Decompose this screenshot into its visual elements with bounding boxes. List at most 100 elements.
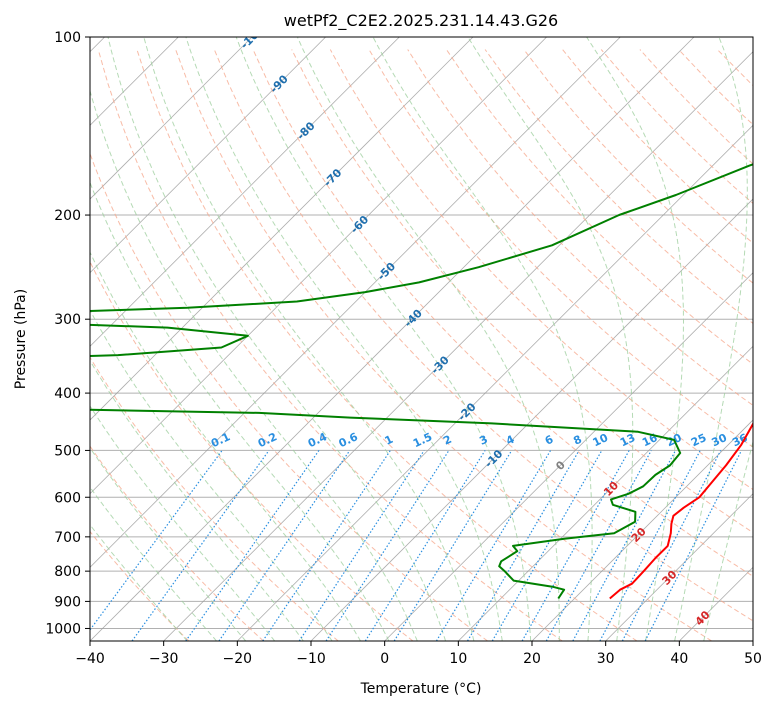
isotherm-line (90, 37, 253, 200)
isotherm-label: 30 (660, 568, 680, 588)
mixing-ratio-label: 0.2 (256, 430, 279, 450)
mixing-ratio-line (572, 450, 677, 641)
dry-adiabat-line (756, 50, 775, 642)
moist-adiabat-line (703, 439, 753, 641)
moist-adiabat-line (586, 37, 684, 641)
moist-adiabat-line (235, 37, 532, 641)
isotherm-line (90, 37, 695, 641)
mixing-ratio-line (491, 450, 603, 641)
isotherm-line (237, 124, 753, 641)
chart-title: wetPf2_C2E2.2025.231.14.43.G26 (284, 11, 558, 31)
x-axis-label: Temperature (°C) (360, 681, 482, 697)
isotherm-line (531, 419, 753, 641)
x-tick-label: 30 (597, 651, 615, 667)
y-tick-label: 400 (54, 386, 81, 402)
x-tick-label: −10 (296, 651, 326, 667)
plot-frame (89, 36, 754, 642)
mixing-ratio-line (90, 450, 223, 631)
isotherm-line (163, 51, 753, 641)
y-tick-label: 700 (54, 530, 81, 546)
moist-adiabat-line (107, 37, 447, 641)
mixing-ratio-line (393, 450, 513, 641)
moist-adiabat-line (90, 405, 276, 641)
isotherm-line (90, 37, 474, 421)
mixing-ratio-line (364, 450, 486, 641)
isotherm-line (90, 37, 400, 347)
y-tick-label: 1000 (45, 621, 81, 637)
x-tick-label: −20 (223, 651, 253, 667)
mixing-ratio-label: 0.1 (209, 430, 232, 450)
x-tick-label: 50 (744, 651, 762, 667)
isotherm-line (605, 493, 753, 641)
isotherm-label: -40 (402, 306, 425, 329)
mixing-ratio-line (599, 450, 701, 641)
mixing-ratio-line (218, 450, 351, 641)
mixing-ratio-label: 13 (618, 431, 637, 449)
y-tick-label: 100 (54, 30, 81, 46)
isotherm-label: 10 (601, 479, 621, 499)
mixing-ratio-line (325, 450, 450, 641)
dry-adiabat-line (484, 49, 753, 325)
isotherm-line (384, 272, 753, 641)
isotherm-label: 20 (629, 525, 649, 545)
moist-adiabat-line (90, 447, 247, 641)
y-tick-label: 200 (54, 208, 81, 224)
mixing-ratio-label: 4 (504, 433, 517, 448)
x-tick-label: 0 (380, 651, 389, 667)
y-tick-label: 300 (54, 312, 81, 328)
dry-adiabat-line (600, 49, 753, 205)
dry-adiabat-line (90, 356, 339, 641)
dry-adiabat-line (716, 49, 753, 87)
isotherm-label: 40 (693, 608, 713, 628)
isotherm-label: -60 (348, 213, 371, 236)
y-tick-label: 800 (54, 564, 81, 580)
mixing-ratio-label: 25 (689, 431, 708, 449)
dry-adiabat-line (445, 49, 753, 365)
mixing-ratio-line (185, 450, 320, 641)
moist-adiabat-line (90, 181, 390, 641)
x-tick-label: −40 (75, 651, 105, 667)
dry-adiabat-line (90, 260, 414, 641)
isotherm-line (752, 640, 753, 641)
isotherm-label: -90 (268, 72, 291, 95)
mixing-ratio-label: 30 (710, 431, 730, 449)
dewpoint-profile (90, 163, 753, 600)
dry-adiabat-line (407, 49, 753, 407)
moist-adiabat-line (90, 486, 217, 641)
isotherm-line (90, 37, 621, 568)
mixing-ratio-label: 6 (543, 433, 556, 448)
y-tick-label: 600 (54, 490, 81, 506)
moist-adiabat-line (467, 37, 634, 641)
x-tick-label: 10 (449, 651, 467, 667)
dry-adiabat-line (136, 49, 638, 641)
moist-adiabat-line (90, 251, 362, 641)
mixing-ratio-line (621, 450, 722, 641)
isotherm-line (90, 37, 547, 495)
dry-adiabat-line (90, 152, 488, 641)
isotherm-line (310, 198, 753, 641)
mixing-ratio-line (545, 450, 652, 641)
mixing-ratio-label: 8 (571, 433, 583, 448)
mixing-ratio-label: 0.6 (337, 430, 360, 450)
dry-adiabat-line (213, 49, 753, 622)
x-tick-label: 40 (670, 651, 688, 667)
temperature-profile (609, 422, 753, 600)
x-tick-label: −30 (149, 651, 179, 667)
moist-adiabat-line (143, 37, 475, 641)
isotherm-label: 0 (553, 458, 568, 473)
dry-adiabat-line (562, 49, 753, 244)
mixing-ratio-line (521, 450, 630, 641)
mixing-ratio-label: 3 (477, 433, 489, 448)
moist-adiabat-line (90, 89, 418, 641)
mixing-ratio-label: 36 (730, 431, 750, 449)
mixing-ratio-line (644, 450, 743, 641)
isotherm-line (90, 37, 326, 274)
isotherm-label: -20 (455, 400, 478, 423)
moist-adiabat-line (674, 37, 748, 641)
y-tick-label: 900 (54, 594, 81, 610)
y-tick-label: 500 (54, 443, 81, 459)
isotherm-line (458, 345, 753, 641)
isotherm-label: -30 (429, 353, 452, 376)
